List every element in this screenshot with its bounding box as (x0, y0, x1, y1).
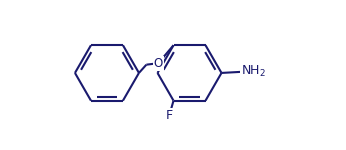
Text: F: F (166, 109, 173, 122)
Text: O: O (154, 57, 163, 70)
Text: NH$_2$: NH$_2$ (241, 64, 266, 80)
